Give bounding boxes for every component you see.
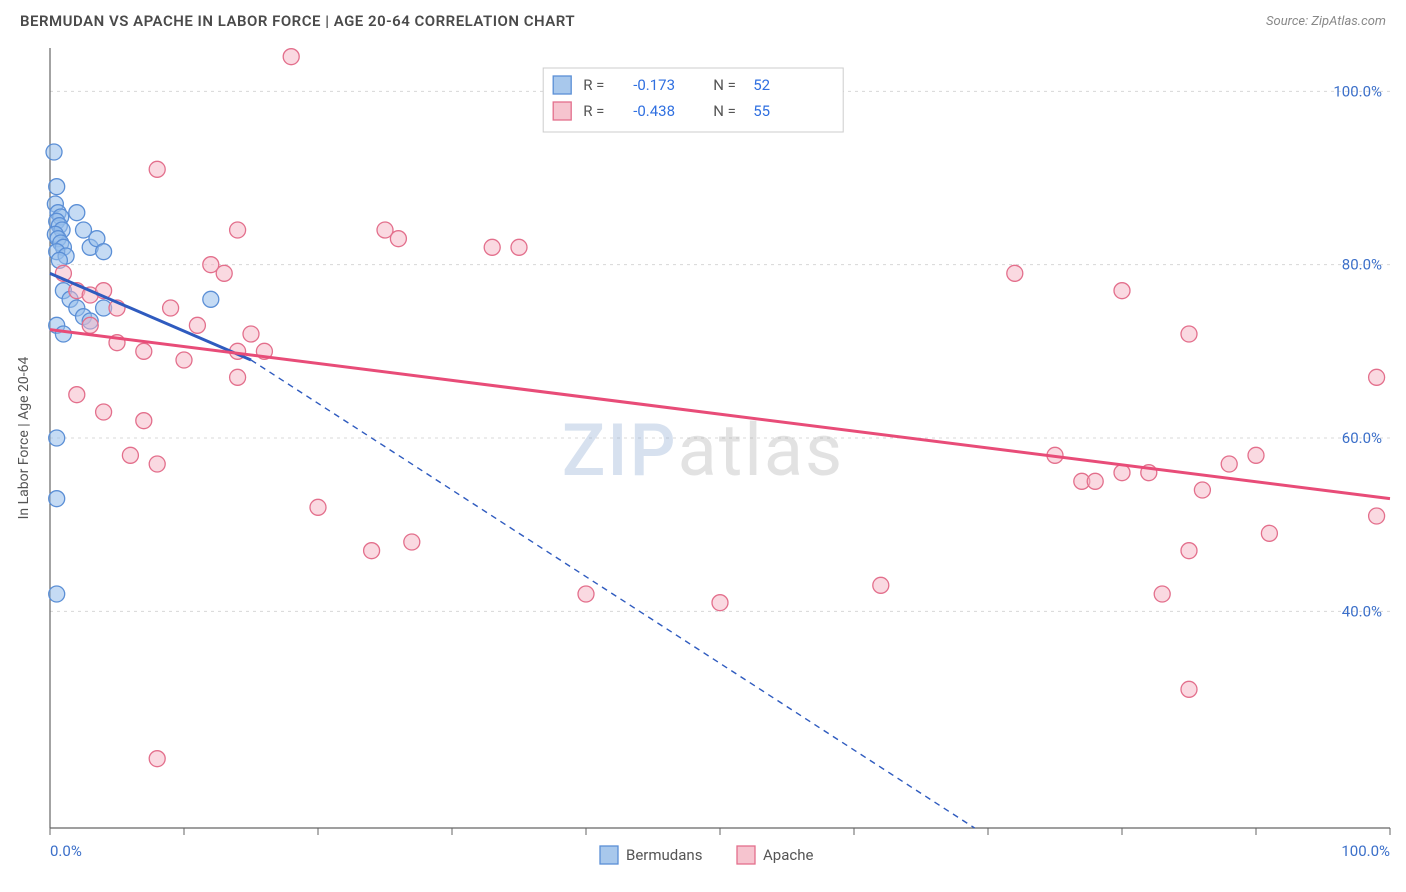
svg-text:60.0%: 60.0% bbox=[1342, 429, 1382, 447]
svg-text:In Labor Force | Age 20-64: In Labor Force | Age 20-64 bbox=[16, 356, 32, 519]
chart-area: 40.0% 60.0% 80.0% 100.0% In Labor Force | Ag… bbox=[0, 38, 1406, 888]
svg-text:40.0%: 40.0% bbox=[1342, 602, 1382, 620]
svg-text:100.0%: 100.0% bbox=[1333, 82, 1382, 100]
svg-text:-0.438: -0.438 bbox=[633, 102, 675, 120]
source-label: Source: ZipAtlas.com bbox=[1266, 14, 1386, 29]
svg-text:-0.173: -0.173 bbox=[633, 76, 675, 94]
svg-text:N =: N = bbox=[713, 102, 736, 120]
svg-text:Apache: Apache bbox=[763, 846, 813, 864]
svg-text:0.0%: 0.0% bbox=[50, 842, 82, 860]
chart-title: BERMUDAN VS APACHE IN LABOR FORCE | AGE … bbox=[20, 12, 575, 30]
scatter-chart-svg: 40.0% 60.0% 80.0% 100.0% In Labor Force | Ag… bbox=[0, 38, 1406, 888]
svg-text:Bermudans: Bermudans bbox=[626, 846, 702, 864]
svg-text:N =: N = bbox=[713, 76, 736, 94]
svg-text:52: 52 bbox=[753, 76, 770, 94]
svg-text:80.0%: 80.0% bbox=[1342, 256, 1382, 274]
svg-text:100.0%: 100.0% bbox=[1341, 842, 1390, 860]
svg-text:R =: R = bbox=[583, 102, 604, 120]
svg-text:R =: R = bbox=[583, 76, 604, 94]
svg-text:55: 55 bbox=[753, 102, 770, 120]
